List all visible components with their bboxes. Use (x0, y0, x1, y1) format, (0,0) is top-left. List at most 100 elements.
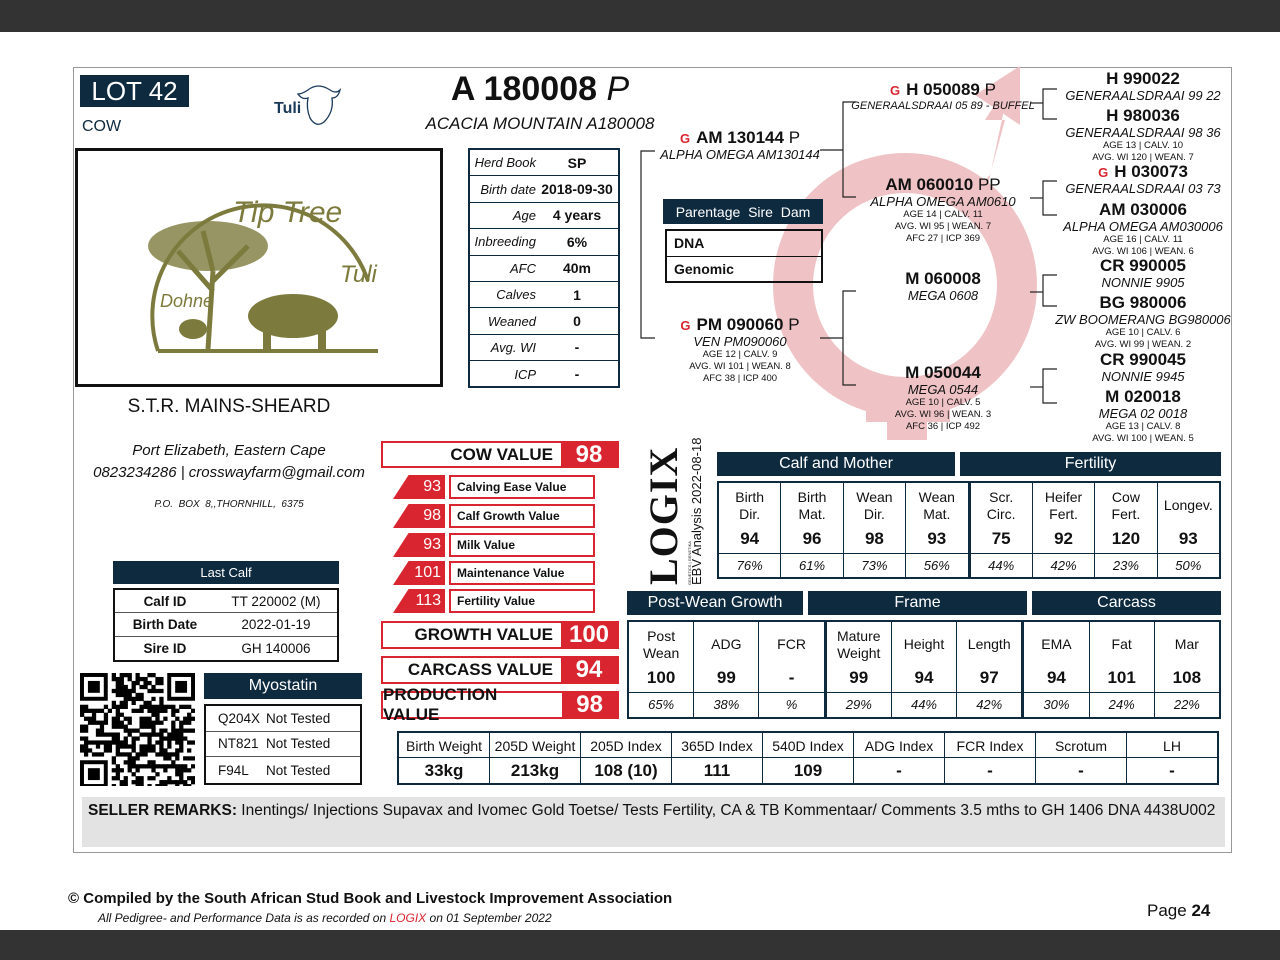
ebv-column: 205D Index 108 (10) (581, 733, 672, 783)
pedigree-sire[interactable]: G AM 130144 P ALPHA OMEGA AM130144 (660, 128, 820, 162)
pedigree-id-number: AM 060010 (885, 175, 974, 194)
pedigree-stats: AVG. WI 106 | WEAN. 6 (1092, 246, 1194, 258)
pedigree-ds-sire[interactable]: CR 990005 NONNIE 9905 (1100, 256, 1186, 290)
pedigree-name: ALPHA OMEGA AM030006 (1063, 218, 1223, 234)
pedigree-dam-sire[interactable]: M 060008 MEGA 0608 (905, 269, 981, 303)
pedigree-id-number: BG 980006 (1099, 293, 1187, 312)
sub-value-row: 98 Calf Growth Value (393, 504, 595, 528)
pedigree-sd-dam[interactable]: AM 030006 ALPHA OMEGA AM030006 AGE 16 | CA… (1063, 200, 1223, 258)
ebv-column: Mar 108 22% (1154, 622, 1219, 717)
ebv-value: 98 (864, 529, 884, 548)
footer-note-pre: All Pedigree- and Performance Data is as… (98, 911, 387, 925)
pedigree-ss-dam[interactable]: H 980036 GENERAALSDRAAI 98 36 AGE 13 | CAL… (1065, 106, 1220, 164)
sub-value-number: 101 (393, 561, 445, 585)
ebv-top-table: Birth Dir. 94 76% Birth Mat. 96 61% Wean Dir. 9… (717, 481, 1221, 579)
row-label: Calf ID (143, 593, 187, 609)
ebv-header: LH (1127, 733, 1217, 759)
breeder-location: Port Elizabeth, Eastern Cape (132, 442, 326, 459)
group-frame: Frame (808, 591, 1027, 615)
myostatin-row: Q204X Not Tested (206, 706, 360, 732)
breeder-address: P.O. BOX 8,,THORNHILL, 6375 (154, 499, 304, 510)
myostatin-row: F94L Not Tested (206, 757, 360, 783)
ebv-header: Birth Mat. (797, 488, 827, 522)
pedigree-id-number: CR 990005 (1099, 256, 1187, 275)
last-calf-header: Last Calf (113, 561, 339, 584)
ebv-column: 205D Weight 213kg (490, 733, 581, 783)
ebv-header: Scr. Circ. (986, 488, 1016, 522)
ebv-value: 99 (849, 668, 869, 687)
row-label: Sire ID (143, 640, 187, 656)
ebv-column: FCR Index - (945, 733, 1036, 783)
myostatin-table: Q204X Not Tested NT821 Not Tested F94L Not Te… (204, 704, 362, 785)
ebv-accuracy: 50% (1157, 553, 1219, 577)
pedigree-name: ZW BOOMERANG BG980006 (1055, 311, 1231, 327)
ebv-header: FCR Index (945, 733, 1035, 759)
row-label: Birth Date (132, 616, 198, 632)
pedigree-sire-dam[interactable]: AM 060010 PP ALPHA OMEGA AM0610 AGE 14 | C… (870, 175, 1015, 245)
pedigree-dd-sire[interactable]: CR 990045 NONNIE 9945 (1100, 350, 1186, 384)
ebv-value: - (896, 760, 902, 780)
ebv-header: Mar (1174, 636, 1199, 652)
pedigree-stats: AVG. WI 100 | WEAN. 5 (1092, 433, 1194, 445)
row-value: TT 220002 (M) (231, 593, 321, 609)
ebv-header: Fat (1111, 636, 1132, 652)
ebv-accuracy: 44% (970, 553, 1032, 577)
pedigree-ss-sire[interactable]: H 990022 GENERAALSDRAAI 99 22 (1065, 69, 1220, 103)
cow-value: COW VALUE 98 (381, 441, 619, 468)
ebv-header: Birth Dir. (735, 488, 765, 522)
ebv-accuracy: 56% (906, 553, 968, 577)
growth-value-label: GROWTH VALUE (414, 625, 553, 644)
animal-photo: Tip Tree Tuli Dohne (75, 148, 443, 387)
pedigree-id-number: AM 130144 (696, 128, 784, 147)
pedigree-name: GENERAALSDRAAI 98 36 (1065, 124, 1221, 140)
seller-remarks: SELLER REMARKS: Inentings/ Injections Su… (82, 797, 1225, 847)
pedigree-sire-sire[interactable]: G H 050089 P GENERAALSDRAAI 05 89 - BUFFEL (851, 80, 1034, 112)
herd-info-row: Age 4 years (470, 203, 618, 230)
herd-info-row: Avg. WI - (470, 335, 618, 362)
pedigree-dam-dam[interactable]: M 050044 MEGA 0544 AGE 10 | CALV. 5 AVG. WI… (895, 363, 991, 433)
pedigree-stats: AGE 12 | CALV. 9 (702, 349, 778, 361)
ebv-value: 101 (1107, 668, 1136, 687)
ebv-header: Mature Weight (836, 627, 881, 661)
pedigree-id: CR 990045 (1100, 350, 1186, 370)
carcass-value-number: 94 (561, 656, 617, 683)
pedigree-id-suffix: P (788, 128, 801, 147)
pedigree-stats: AGE 13 | CALV. 10 (1102, 140, 1184, 152)
animal-name: ACACIA MOUNTAIN A180008 (425, 114, 655, 133)
ebv-column: Wean Dir. 98 73% (843, 483, 907, 577)
pedigree-dam[interactable]: G PM 090060 P VEN PM090060 AGE 12 | CALV. 9… (680, 315, 799, 385)
group-post-wean-growth: Post-Wean Growth (627, 591, 803, 615)
breeder-name: S.T.R. MAINS-SHEARD (127, 396, 331, 417)
pedigree-id: G H 030073 (1065, 162, 1220, 182)
genotyped-icon: G (679, 131, 691, 146)
ebv-column: Birth Mat. 96 61% (781, 483, 844, 577)
herd-info-value: - (574, 339, 580, 356)
ebv-column: Scrotum - (1036, 733, 1127, 783)
bull-head-icon (296, 85, 342, 125)
ebv-column: LH - (1127, 733, 1217, 783)
pedigree-sd-sire[interactable]: G H 030073 GENERAALSDRAAI 03 73 (1065, 162, 1220, 196)
ebv-value: 94 (914, 668, 934, 687)
herd-info-value: 1 (573, 286, 581, 303)
ebv-value: 93 (927, 529, 947, 548)
cow-value-number: 98 (561, 441, 617, 468)
ebv-accuracy: 65% (629, 692, 694, 716)
ebv-header: 205D Weight (490, 733, 580, 759)
ebv-accuracy: 22% (1154, 692, 1219, 716)
breed-logo: Tuli (268, 80, 346, 136)
ebv-column: EMA 94 30% (1024, 622, 1090, 717)
ebv-value: 99 (716, 668, 736, 687)
genotyped-icon: G (680, 318, 691, 333)
herd-info-row: AFC 40m (470, 256, 618, 282)
last-calf-row: Sire ID GH 140006 (115, 637, 337, 660)
pedigree-ds-dam[interactable]: BG 980006 ZW BOOMERANG BG980006 AGE 10 | C… (1055, 293, 1231, 351)
pedigree-name: VEN PM090060 (693, 333, 787, 349)
pedigree-name: GENERAALSDRAAI 03 73 (1065, 180, 1221, 196)
genotyped-icon: G (890, 83, 901, 98)
ebv-header: Heifer Fert. (1044, 488, 1083, 522)
ebv-value: 109 (793, 760, 823, 780)
parentage-table: DNA Genomic (665, 229, 823, 283)
qr-code[interactable] (80, 673, 195, 786)
pedigree-dd-dam[interactable]: M 020018 MEGA 02 0018 AGE 13 | CALV. 8 AVG.… (1092, 387, 1194, 445)
ebv-value: 108 (10) (594, 760, 658, 780)
